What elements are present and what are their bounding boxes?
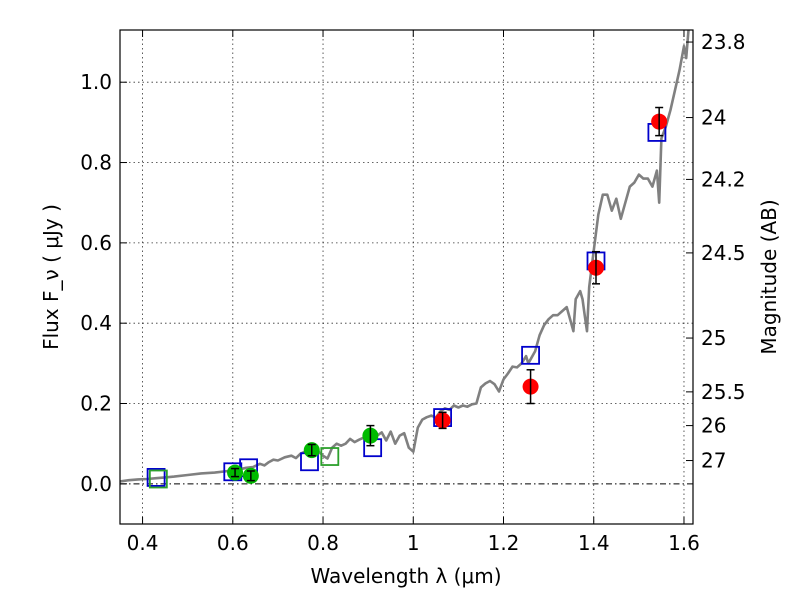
y-tick-label: 0.2	[80, 392, 112, 416]
y-axis-label: Flux F_ν ( μJy )	[39, 204, 63, 350]
right-axis-label: Magnitude (AB)	[757, 199, 781, 354]
right-tick-label: 24.5	[701, 241, 746, 265]
x-tick-label: 1.6	[668, 531, 700, 555]
x-tick-label: 1	[407, 531, 420, 555]
spectrum-line	[120, 30, 690, 483]
x-tick-label: 1.2	[488, 531, 520, 555]
model-square	[320, 447, 340, 466]
x-tick-label: 1.4	[578, 531, 610, 555]
right-tick-label: 23.8	[701, 30, 746, 54]
y-tick-label: 0.6	[80, 231, 112, 255]
x-tick-label: 0.4	[127, 531, 159, 555]
grid	[120, 30, 693, 524]
right-tick-label: 25	[701, 326, 726, 350]
right-tick-label: 25.5	[701, 380, 746, 404]
right-tick-label: 26	[701, 414, 726, 438]
x-axis-label: Wavelength λ (μm)	[310, 564, 501, 588]
right-tick-label: 24.2	[701, 167, 746, 191]
axis-ticks: 0.4 0.6 0.8 1 1.2 1.4 1.6 0.0 0.2 0.4 0.6 0.8 1.0 23.…	[80, 30, 746, 555]
y-tick-label: 0.0	[80, 472, 112, 496]
x-tick-label: 0.6	[217, 531, 249, 555]
y-tick-label: 0.4	[80, 311, 112, 335]
plot-series	[120, 30, 690, 489]
model-square	[521, 345, 540, 365]
plot-frame	[119, 29, 694, 525]
right-tick-label: 24	[701, 106, 726, 130]
model-square	[148, 469, 168, 489]
right-tick-label: 27	[701, 449, 726, 473]
y-tick-label: 0.8	[80, 151, 112, 175]
model-square	[146, 468, 166, 487]
y-tick-label: 1.0	[80, 70, 112, 94]
x-tick-label: 0.8	[307, 531, 339, 555]
